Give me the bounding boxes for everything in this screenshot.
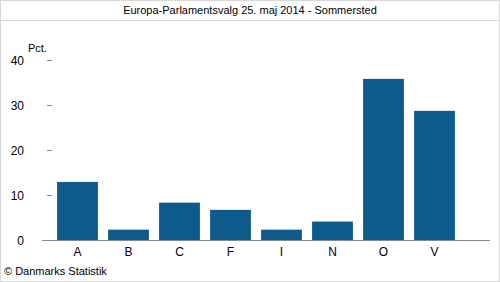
y-tick-label: 10 (11, 189, 25, 203)
y-tick-label: 20 (11, 144, 25, 158)
title-separator (0, 20, 500, 21)
x-tick-label: O (379, 245, 388, 259)
x-tick-label: V (430, 245, 438, 259)
bar (57, 182, 98, 240)
title: Europa-Parlamentsvalg 25. maj 2014 - Som… (123, 4, 377, 16)
x-tick-label: I (280, 245, 283, 259)
y-tick (47, 105, 52, 106)
y-tick (47, 195, 52, 196)
bar (312, 222, 353, 240)
x-tick-label: C (175, 245, 184, 259)
bar (210, 210, 251, 240)
x-tick-label: F (227, 245, 234, 259)
source: © Danmarks Statistik (4, 265, 107, 277)
y-tick-label: 30 (11, 99, 25, 113)
x-tick-label: N (328, 245, 337, 259)
bar (363, 79, 404, 240)
y-tick (47, 60, 52, 61)
y-tick (47, 150, 52, 151)
y-tick-label: 40 (11, 54, 25, 68)
bars (57, 79, 455, 240)
bar (108, 230, 149, 240)
y-tick-label: 0 (17, 234, 24, 248)
x-tick-label: B (124, 245, 132, 259)
y-axis-label: Pct. (28, 42, 47, 54)
bar (159, 203, 200, 240)
chart: Europa-Parlamentsvalg 25. maj 2014 - Som… (0, 0, 500, 282)
bar (261, 230, 302, 240)
frame (1, 1, 500, 282)
x-axis (42, 240, 490, 241)
x-tick-label: A (73, 245, 81, 259)
bar (414, 111, 455, 240)
